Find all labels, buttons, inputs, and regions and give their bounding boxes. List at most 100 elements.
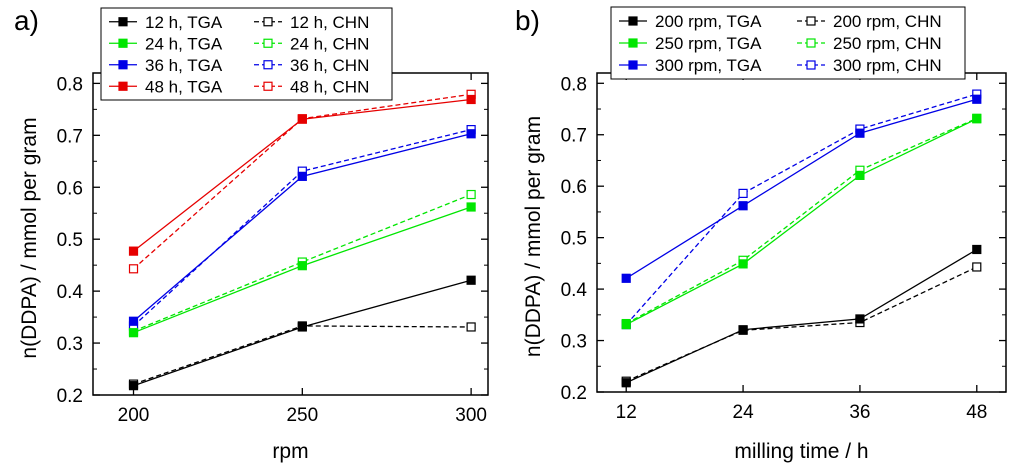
- series-line: [133, 193, 472, 332]
- data-point: [466, 275, 476, 285]
- legend-label: 12 h, CHN: [290, 13, 369, 32]
- series-6: [128, 94, 476, 256]
- data-point: [972, 244, 982, 255]
- data-point: [297, 322, 307, 332]
- data-point: [128, 381, 139, 391]
- y-tick-label: 0.6: [57, 178, 83, 199]
- data-point: [738, 201, 748, 211]
- legend-marker: [628, 38, 638, 48]
- legend-label: 24 h, CHN: [290, 34, 369, 53]
- y-tick-label: 0.2: [57, 386, 83, 407]
- series-line: [625, 118, 978, 326]
- series-3: [621, 113, 982, 329]
- data-point: [738, 259, 748, 269]
- legend-label: 250 rpm, CHN: [833, 34, 942, 53]
- legend-label: 36 h, CHN: [290, 56, 369, 75]
- data-point: [297, 171, 307, 181]
- y-tick-label: 0.8: [561, 74, 587, 95]
- series-2: [128, 202, 476, 338]
- series-5: [621, 89, 982, 330]
- legend-marker: [628, 16, 638, 26]
- series-line: [625, 266, 978, 382]
- data-point: [621, 273, 631, 283]
- data-point: [466, 94, 476, 105]
- data-point: [466, 129, 476, 139]
- y-tick-label: 0.5: [57, 230, 83, 251]
- legend-marker: [263, 38, 273, 48]
- legend-marker: [263, 60, 273, 70]
- legend-box: [100, 7, 393, 101]
- data-point: [297, 261, 307, 271]
- series-line: [133, 325, 472, 385]
- legend-marker: [806, 38, 816, 48]
- legend-label: 300 rpm, TGA: [655, 56, 762, 75]
- data-point: [972, 94, 982, 104]
- y-tick-label: 0.4: [561, 280, 588, 301]
- legend-marker: [263, 81, 273, 91]
- y-tick-label: 0.3: [57, 334, 83, 355]
- data-point: [621, 319, 631, 330]
- legend-label: 36 h, TGA: [145, 56, 223, 75]
- data-point: [297, 114, 307, 124]
- series-line: [133, 133, 472, 322]
- y-tick-label: 0.8: [57, 74, 83, 95]
- chart-panel-0: a) 200 250 300 0.2 0.3 0.4 0.5 0.6 0.7 0.8 rpm n(DDP…: [14, 5, 489, 463]
- legend-marker: [806, 16, 816, 26]
- x-tick-label: 200: [118, 405, 150, 426]
- data-point: [855, 314, 865, 324]
- legend-label: 250 rpm, TGA: [655, 34, 762, 53]
- data-point: [466, 322, 476, 332]
- data-point: [128, 328, 139, 338]
- legend-label: 48 h, CHN: [290, 77, 369, 96]
- legend-label: 200 rpm, TGA: [655, 12, 762, 31]
- series-line: [133, 279, 472, 387]
- data-point: [855, 170, 865, 180]
- data-point: [128, 264, 139, 274]
- plot-frame: [596, 72, 1007, 393]
- chart-panel-1: b) 12 24 36 48 0.2 0.3 0.4 0.5 0.6 0.7 0.8 milling t…: [515, 5, 1007, 463]
- data-point: [738, 325, 748, 335]
- legend-label: 300 rpm, CHN: [833, 56, 942, 75]
- series-line: [133, 128, 472, 327]
- y-tick-label: 0.6: [561, 177, 587, 198]
- series-1: [128, 321, 476, 389]
- y-tick-label: 0.2: [561, 383, 587, 404]
- series-5: [128, 125, 476, 331]
- data-point: [621, 378, 631, 388]
- data-point: [738, 188, 748, 198]
- series-4: [128, 129, 476, 326]
- legend-marker: [806, 60, 816, 70]
- legend-label: 48 h, TGA: [145, 77, 223, 96]
- legend-marker: [118, 81, 128, 91]
- legend-box: [610, 6, 966, 80]
- x-tick-label: 24: [733, 402, 755, 423]
- series-line: [625, 117, 978, 325]
- legend-marker: [263, 17, 273, 27]
- y-axis-title: n(DDPA) / mmol per gram: [522, 116, 545, 357]
- x-tick-label: 48: [966, 402, 987, 423]
- data-point: [466, 202, 476, 212]
- series-line: [625, 93, 977, 326]
- y-tick-label: 0.7: [561, 126, 587, 147]
- data-point: [128, 246, 139, 256]
- series-line: [625, 248, 978, 384]
- data-point: [972, 114, 982, 124]
- y-tick-label: 0.7: [57, 126, 83, 147]
- legend-marker: [118, 38, 128, 48]
- data-point: [466, 189, 476, 200]
- x-tick-label: 36: [849, 402, 870, 423]
- series-4: [621, 94, 982, 283]
- y-tick-label: 0.4: [57, 282, 84, 303]
- x-axis-title: rpm: [272, 440, 308, 463]
- data-point: [972, 262, 982, 272]
- series-line: [625, 98, 977, 279]
- series-0: [621, 244, 982, 388]
- data-point: [128, 316, 139, 326]
- data-point: [855, 128, 865, 138]
- legend-marker: [118, 60, 128, 70]
- panel-label: b): [515, 5, 540, 36]
- y-tick-label: 0.5: [561, 229, 587, 250]
- legend-label: 24 h, TGA: [145, 34, 223, 53]
- x-tick-label: 300: [455, 405, 487, 426]
- legend-label: 200 rpm, CHN: [833, 12, 942, 31]
